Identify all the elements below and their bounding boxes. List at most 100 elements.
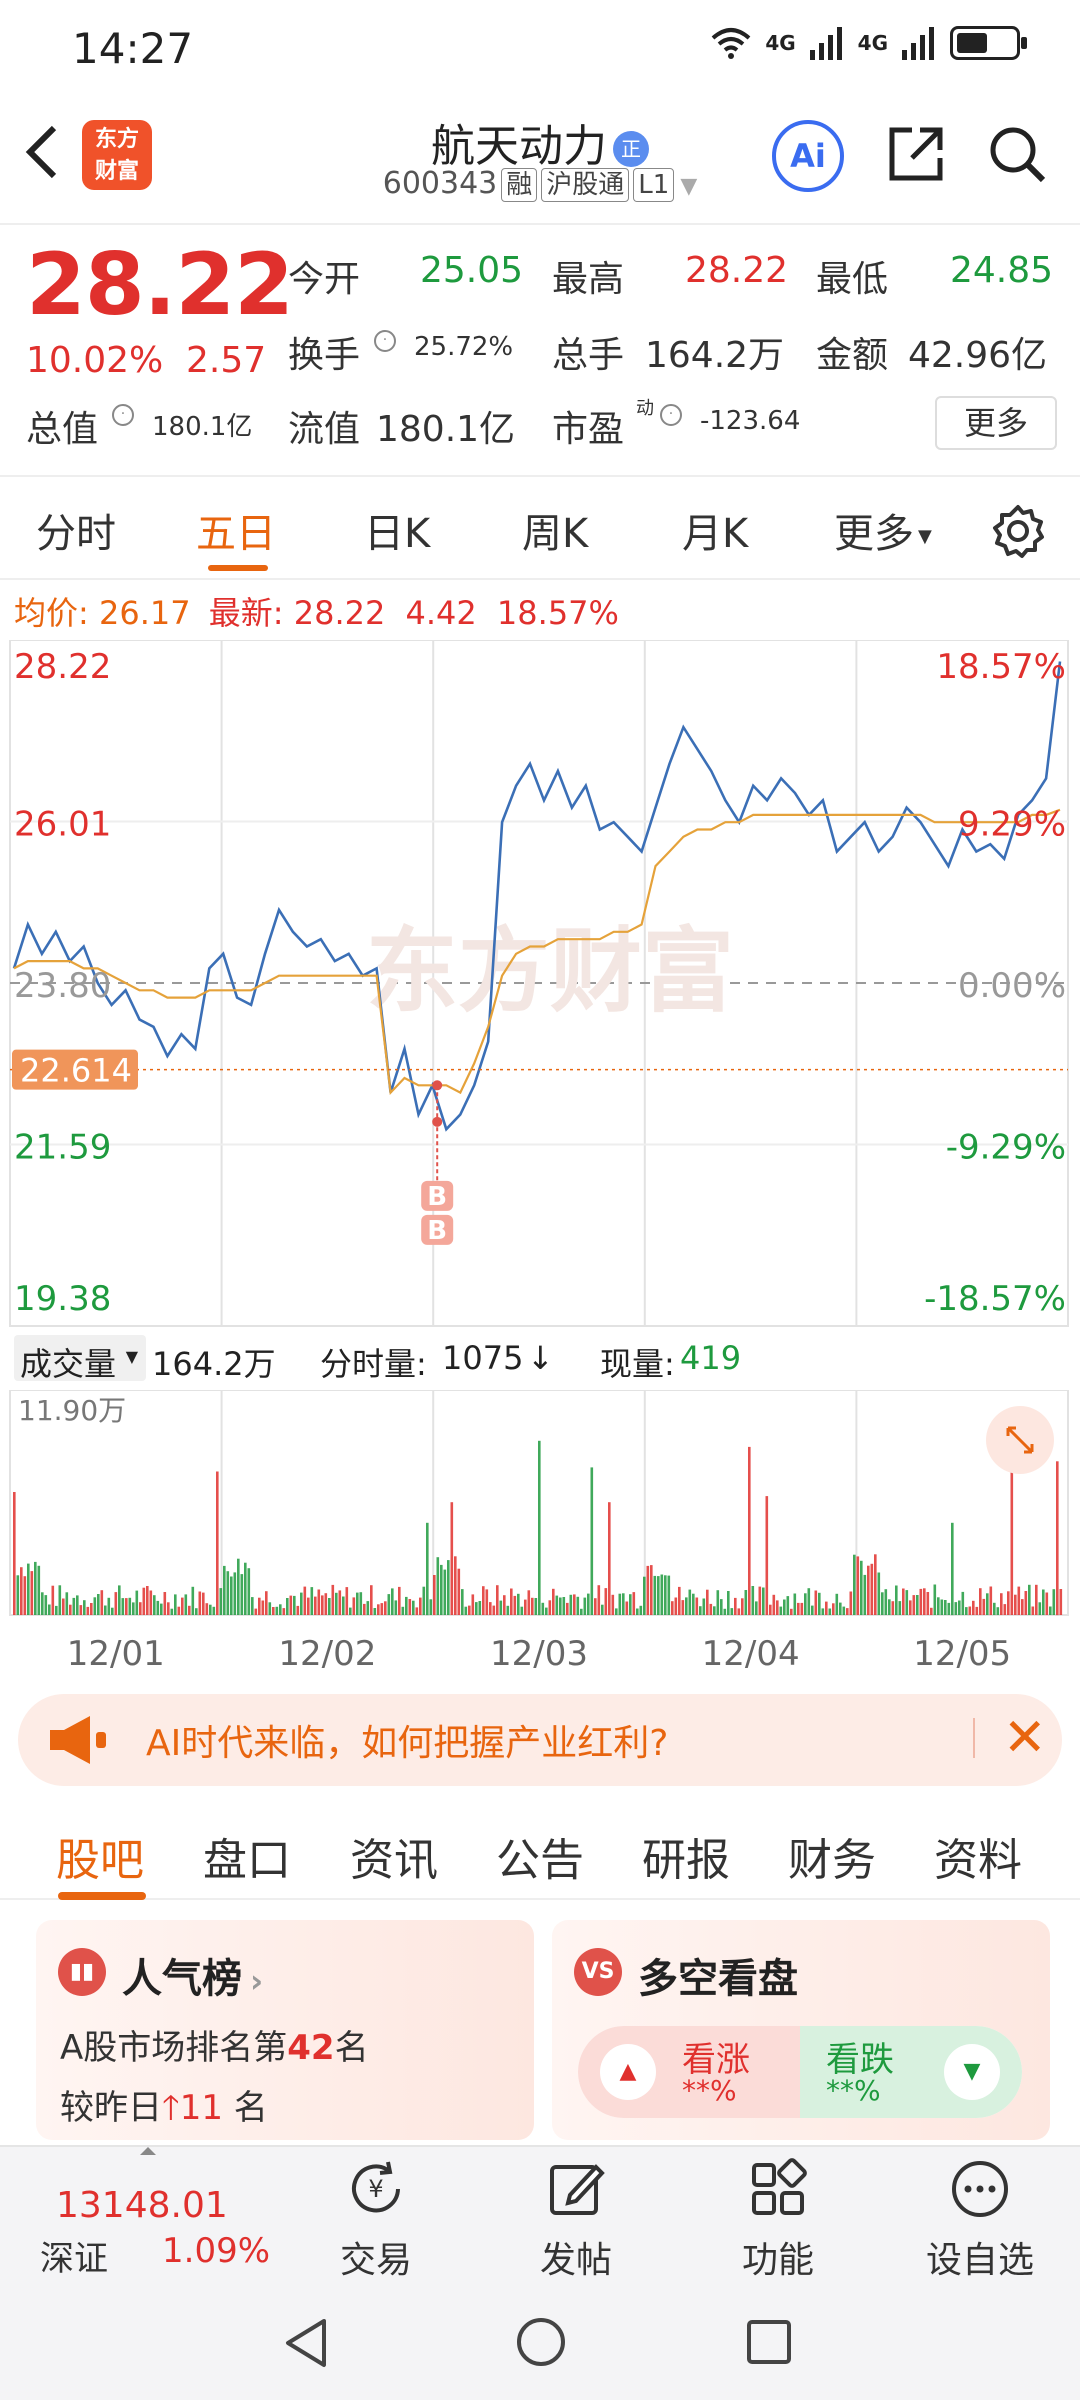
volume-bar: [814, 1590, 818, 1615]
volume-bar: [160, 1603, 163, 1615]
volume-bar: [328, 1598, 331, 1615]
crosshair-value-box: [12, 1049, 138, 1090]
info-icon[interactable]: ·: [108, 404, 138, 426]
bull-bear-card[interactable]: VS 多空看盘 ▲ 看涨 **% 看跌 **% ▼: [552, 1920, 1050, 2140]
info-icon[interactable]: ·: [370, 330, 400, 352]
volume-bar: [310, 1587, 314, 1615]
share-button[interactable]: [884, 122, 952, 190]
volume-bar: [1038, 1602, 1042, 1615]
volume-bar: [461, 1589, 464, 1615]
y-tick-left: 28.22: [14, 647, 111, 687]
tab-more[interactable]: 更多 ▼: [834, 501, 932, 559]
arrow-down-icon: ↓: [527, 1339, 554, 1377]
y-tick-left: 23.80: [14, 966, 111, 1006]
back-button[interactable]: [22, 122, 82, 192]
volume-bar: [156, 1600, 160, 1615]
volume-chart[interactable]: 11.90万 12/01 12/02 12/03 12/04 12/05: [0, 1390, 1080, 1680]
x-tick-label: 12/03: [490, 1634, 588, 1674]
volume-bar: [30, 1571, 34, 1615]
nav-functions[interactable]: 功能: [708, 2157, 848, 2283]
close-button[interactable]: ✕: [1003, 1708, 1047, 1768]
low-value: 24.85: [950, 250, 1054, 291]
volume-bar: [667, 1575, 671, 1615]
volume-bar: [272, 1607, 275, 1615]
volume-bar: [1045, 1592, 1049, 1615]
volume-bar: [758, 1586, 762, 1615]
tab-orderbook[interactable]: 盘口: [203, 1835, 291, 1886]
tab-announcements[interactable]: 公告: [496, 1835, 584, 1886]
volume-bar: [524, 1599, 527, 1615]
caret-down-icon[interactable]: ▼: [680, 174, 698, 199]
home-circle-icon[interactable]: [514, 2315, 568, 2369]
index-name[interactable]: 深证: [40, 2239, 108, 2279]
volume-bar: [744, 1590, 748, 1615]
latest-percent: 18.57%: [496, 594, 619, 632]
x-tick-label: 12/05: [913, 1634, 1011, 1674]
high-value: 28.22: [685, 250, 789, 291]
open-value: 25.05: [420, 250, 524, 291]
price-chart[interactable]: 东方财富 22.614 BB 28.22 26.01 23.80 21.59 19.38 18.…: [0, 640, 1080, 1330]
y-tick-right: 9.29%: [958, 805, 1066, 845]
volume-bar: [342, 1596, 345, 1615]
stock-code: 600343: [382, 166, 498, 201]
volume-selector[interactable]: 成交量 ▼: [14, 1335, 146, 1383]
latest-value: 28.22: [293, 594, 386, 632]
search-button[interactable]: [985, 122, 1053, 190]
volume-bar: [769, 1604, 772, 1615]
volume-bar: [699, 1606, 702, 1615]
turnover-label: 换手: [288, 335, 361, 376]
promo-banner[interactable]: AI时代来临，如何把握产业红利? ✕: [18, 1694, 1062, 1786]
tab-finance[interactable]: 财务: [788, 1835, 876, 1886]
bear-section[interactable]: 看跌 **% ▼: [800, 2026, 1022, 2118]
popularity-card[interactable]: ▮▮ 人气榜 › A股市场排名第42名 较昨日🡑11 名: [36, 1920, 534, 2140]
volume-bar: [356, 1592, 359, 1615]
tab-minute[interactable]: 分时: [36, 511, 116, 557]
buy-marker-box: [421, 1180, 454, 1211]
volume-bar: [167, 1602, 170, 1615]
expand-icon[interactable]: [1006, 1426, 1034, 1454]
more-button[interactable]: 更多: [935, 396, 1057, 450]
tab-forum[interactable]: 股吧: [56, 1835, 144, 1886]
volume-bar: [184, 1594, 188, 1615]
volume-bar: [975, 1606, 979, 1615]
volume-bar: [492, 1605, 496, 1615]
tab-news[interactable]: 资讯: [350, 1835, 438, 1886]
volume-bar: [993, 1602, 996, 1615]
volume-bar: [888, 1599, 891, 1615]
tab-weekly-k[interactable]: 周K: [522, 511, 589, 557]
stock-title: 航天动力正: [0, 110, 1080, 174]
nav-functions-label: 功能: [741, 2240, 814, 2281]
volume-bar: [660, 1574, 664, 1615]
current-volume-value: 419: [680, 1339, 742, 1377]
nav-trade-label: 交易: [339, 2240, 412, 2281]
recents-square-icon[interactable]: [744, 2317, 794, 2367]
nav-trade[interactable]: ¥ 交易: [306, 2157, 446, 2283]
nav-post[interactable]: 发帖: [506, 2157, 646, 2283]
volume-bar: [695, 1597, 699, 1615]
volume-bar: [240, 1574, 244, 1615]
tab-profile[interactable]: 资料: [934, 1835, 1022, 1886]
volume-bar: [608, 1502, 611, 1615]
tag-level[interactable]: L1: [633, 168, 675, 202]
volume-bar: [464, 1606, 468, 1615]
volume-bar: [1035, 1584, 1038, 1615]
tab-research[interactable]: 研报: [642, 1835, 730, 1886]
float-label: 流值: [288, 409, 361, 450]
volume-bar: [874, 1554, 877, 1615]
volume-bar: [268, 1602, 272, 1615]
settings-button[interactable]: [990, 503, 1046, 559]
volume-bar: [545, 1607, 548, 1615]
tab-monthly-k[interactable]: 月K: [682, 511, 749, 557]
nav-add-watchlist[interactable]: 设自选: [910, 2157, 1050, 2283]
share-icon: [889, 127, 943, 181]
index-percent[interactable]: 1.09%: [162, 2231, 271, 2271]
back-triangle-icon[interactable]: [280, 2315, 330, 2371]
bull-section[interactable]: ▲ 看涨 **%: [578, 2026, 800, 2118]
tab-daily-k[interactable]: 日K: [364, 511, 431, 557]
volume-bar: [506, 1605, 510, 1615]
index-value[interactable]: 13148.01: [56, 2185, 228, 2226]
tab-five-day[interactable]: 五日: [196, 511, 276, 557]
info-icon[interactable]: ·: [656, 404, 686, 426]
ai-button[interactable]: Ai: [772, 120, 844, 192]
section-tabs: 股吧 盘口 资讯 公告 研报 财务 资料: [0, 1800, 1080, 1900]
